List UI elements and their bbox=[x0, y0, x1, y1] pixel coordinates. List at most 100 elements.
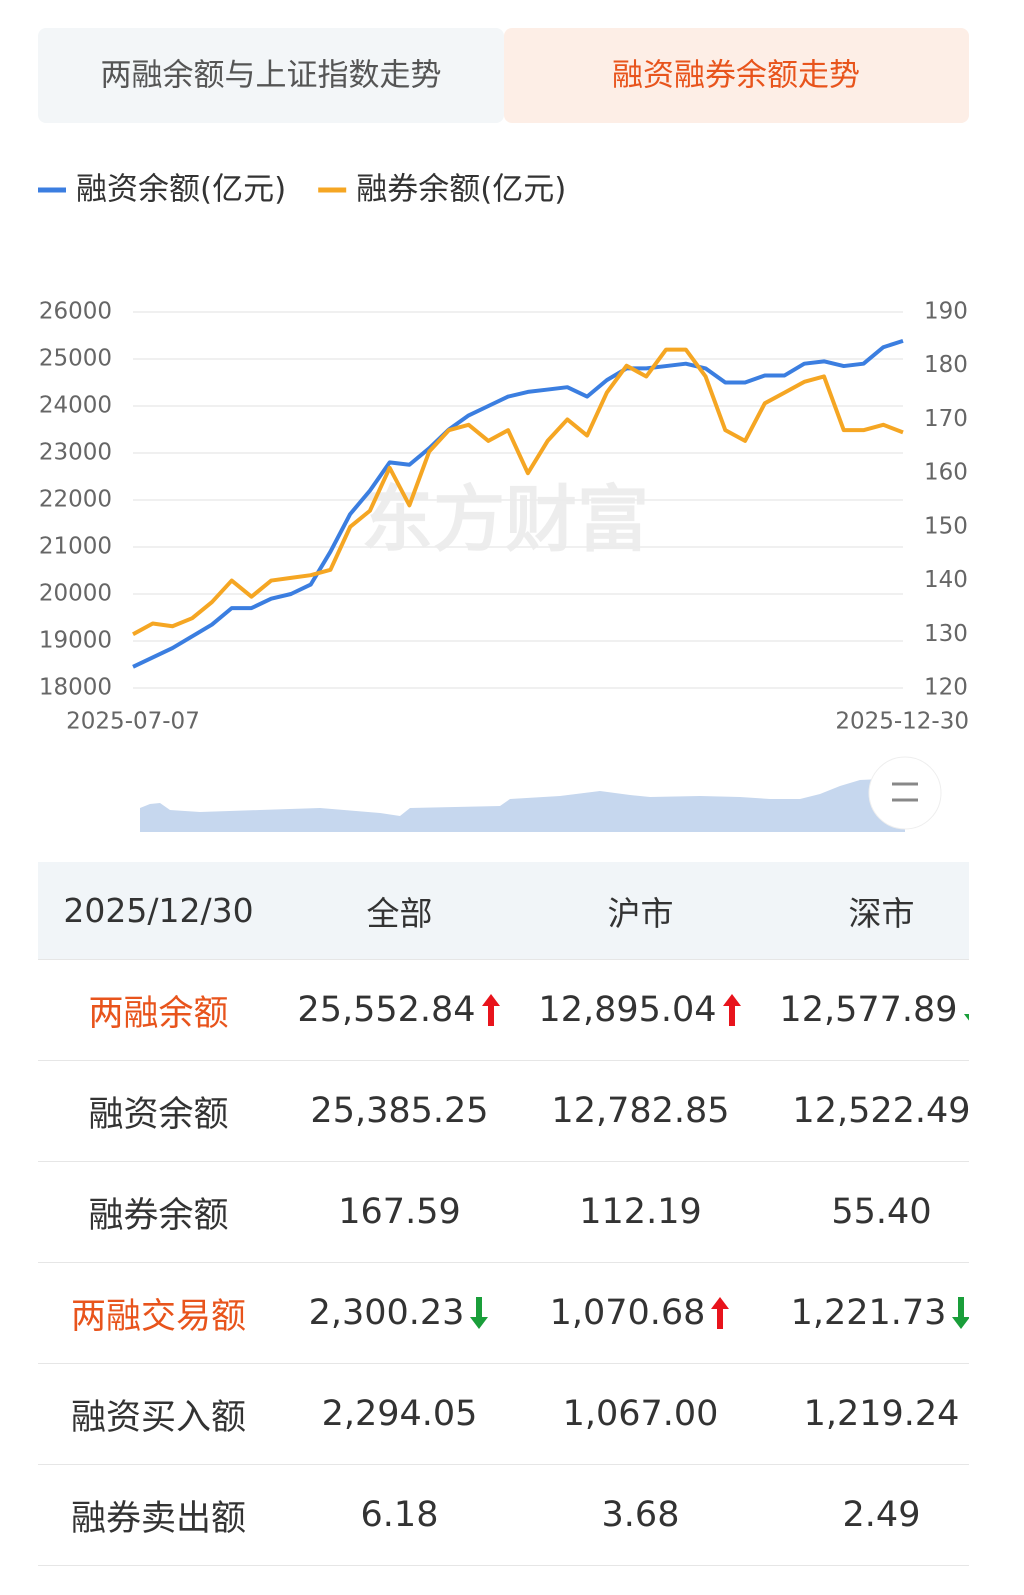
table-cell: 12,782.85 bbox=[520, 1091, 761, 1131]
cell-text: 112.19 bbox=[579, 1192, 702, 1232]
table-cell: 2.49 bbox=[761, 1495, 969, 1535]
table: 2025/12/30 全部 沪市 深市两融余额 25,552.84 12,895.04 12… bbox=[38, 862, 969, 1566]
cell-text: 两融交易额 bbox=[70, 1296, 246, 1337]
legend-label: 融券余额(亿元) bbox=[356, 172, 566, 208]
table-row: 融资余额 25,385.25 12,782.85 12,522.49 bbox=[38, 1061, 969, 1162]
cell-text: 2,300.23 bbox=[308, 1293, 465, 1333]
table-cell: 融券余额 bbox=[38, 1187, 279, 1238]
cell-text: 12,895.04 bbox=[538, 990, 717, 1030]
table-cell: 全部 bbox=[279, 887, 520, 935]
cell-text: 12,577.89 bbox=[779, 990, 958, 1030]
table-cell: 167.59 bbox=[279, 1192, 520, 1232]
cell-text: 全部 bbox=[366, 893, 433, 933]
cell-text: 3.68 bbox=[601, 1495, 680, 1535]
cell-text: 融资余额 bbox=[88, 1094, 229, 1135]
cell-text: 55.40 bbox=[831, 1192, 932, 1232]
table-cell: 1,221.73 bbox=[761, 1293, 969, 1333]
table-cell: 2,300.23 bbox=[279, 1293, 520, 1333]
cell-text: 沪市 bbox=[607, 893, 674, 933]
cell-text: 深市 bbox=[848, 893, 915, 933]
table-cell: 两融余额 bbox=[38, 985, 279, 1036]
table-cell: 12,577.89 bbox=[761, 990, 969, 1030]
y-tick-label: 21000 bbox=[39, 534, 112, 560]
table-cell: 12,895.04 bbox=[520, 990, 761, 1030]
watermark: 东方财富 bbox=[361, 478, 649, 562]
line-series bbox=[132, 339, 904, 669]
table-cell: 两融交易额 bbox=[38, 1288, 279, 1339]
cell-text: 12,522.49 bbox=[792, 1091, 969, 1131]
y-tick-label: 18000 bbox=[39, 675, 112, 701]
table-cell: 55.40 bbox=[761, 1192, 969, 1232]
cell-text: 1,070.68 bbox=[549, 1293, 706, 1333]
cell-text: 167.59 bbox=[338, 1192, 461, 1232]
cell-text: 融券余额 bbox=[88, 1195, 229, 1236]
y-tick-label: 24000 bbox=[39, 393, 112, 419]
table-cell: 2,294.05 bbox=[279, 1394, 520, 1434]
table-cell: 1,067.00 bbox=[520, 1394, 761, 1434]
line-series bbox=[132, 347, 904, 637]
y-tick-label: 19000 bbox=[39, 628, 112, 654]
table-row: 融券余额 167.59 112.19 55.40 bbox=[38, 1162, 969, 1263]
cell-text: 1,219.24 bbox=[803, 1394, 960, 1434]
table-row: 融券卖出额 6.18 3.68 2.49 bbox=[38, 1465, 969, 1566]
table-cell: 融资余额 bbox=[38, 1086, 279, 1137]
tab-label[interactable]: 融资融券余额走势 bbox=[612, 58, 860, 94]
cell-text: 1,067.00 bbox=[562, 1394, 719, 1434]
table-cell: 融资买入额 bbox=[38, 1389, 279, 1440]
table-cell: 6.18 bbox=[279, 1495, 520, 1535]
table-row: 两融余额 25,552.84 12,895.04 12,577.89 bbox=[38, 960, 969, 1061]
table-cell: 深市 bbox=[761, 887, 969, 935]
table-cell: 融券卖出额 bbox=[38, 1490, 279, 1541]
cell-text: 2.49 bbox=[842, 1495, 921, 1535]
cell-text: 融资买入额 bbox=[70, 1397, 246, 1438]
table-header: 2025/12/30 全部 沪市 深市 bbox=[38, 862, 969, 960]
y-tick-label: 23000 bbox=[39, 440, 112, 466]
legend-label: 融资余额(亿元) bbox=[76, 172, 286, 208]
table-cell: 1,070.68 bbox=[520, 1293, 761, 1333]
cell-text: 25,385.25 bbox=[310, 1091, 489, 1131]
x-tick-label: 2025-12-30 bbox=[835, 709, 969, 735]
table-row: 融资买入额 2,294.05 1,067.00 1,219.24 bbox=[38, 1364, 969, 1465]
y2-tick-label: 150 bbox=[924, 513, 968, 539]
cell-text: 6.18 bbox=[360, 1495, 439, 1535]
down-arrow bbox=[952, 1297, 969, 1329]
cell-text: 2025/12/30 bbox=[63, 891, 254, 930]
tab-label[interactable]: 两融余额与上证指数走势 bbox=[101, 58, 442, 94]
cell-text: 1,221.73 bbox=[790, 1293, 947, 1333]
table-cell: 112.19 bbox=[520, 1192, 761, 1232]
y2-tick-label: 190 bbox=[924, 299, 968, 325]
cell-text: 25,552.84 bbox=[297, 990, 476, 1030]
y2-tick-label: 130 bbox=[924, 621, 968, 647]
tab[interactable] bbox=[38, 28, 504, 123]
minimap bbox=[140, 756, 942, 832]
y-tick-label: 25000 bbox=[39, 346, 112, 372]
up-arrow bbox=[711, 1297, 730, 1329]
y-tick-label: 26000 bbox=[39, 299, 112, 325]
y2-tick-label: 120 bbox=[924, 675, 968, 701]
table-cell: 沪市 bbox=[520, 887, 761, 935]
up-arrow bbox=[722, 994, 741, 1026]
y2-tick-label: 140 bbox=[924, 567, 968, 593]
y2-tick-label: 170 bbox=[924, 406, 968, 432]
y2-tick-label: 160 bbox=[924, 460, 968, 486]
tab-active[interactable] bbox=[504, 28, 969, 123]
table-cell: 1,219.24 bbox=[761, 1394, 969, 1434]
y2-tick-label: 180 bbox=[924, 352, 968, 378]
cell-text: 2,294.05 bbox=[321, 1394, 478, 1434]
x-tick-label: 2025-07-07 bbox=[66, 709, 200, 735]
table-cell: 2025/12/30 bbox=[38, 891, 279, 930]
cell-text: 12,782.85 bbox=[551, 1091, 730, 1131]
cell-text: 两融余额 bbox=[88, 993, 229, 1034]
table-cell: 3.68 bbox=[520, 1495, 761, 1535]
table-cell: 12,522.49 bbox=[761, 1091, 969, 1131]
up-arrow bbox=[481, 994, 500, 1026]
table-row: 两融交易额 2,300.23 1,070.68 1,221.73 bbox=[38, 1263, 969, 1364]
down-arrow bbox=[963, 1014, 969, 1022]
chart: 两融余额与上证指数走势 融资融券余额走势 东方财富 18000 19000 2000… bbox=[38, 28, 969, 832]
table-cell: 25,385.25 bbox=[279, 1091, 520, 1131]
cell-text: 融券卖出额 bbox=[70, 1498, 246, 1539]
down-arrow bbox=[470, 1297, 489, 1329]
y-tick-label: 22000 bbox=[39, 487, 112, 513]
table-cell: 25,552.84 bbox=[279, 990, 520, 1030]
